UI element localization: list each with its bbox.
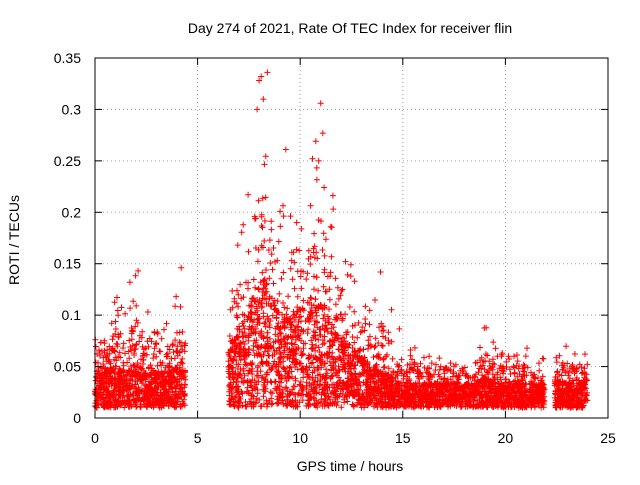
y-tick-label: 0.05	[54, 359, 81, 375]
y-tick-label: 0.3	[62, 101, 82, 117]
data-points	[92, 69, 591, 411]
chart-title: Day 274 of 2021, Rate Of TEC Index for r…	[188, 20, 512, 36]
axis-ticks	[94, 57, 609, 419]
x-tick-label: 15	[395, 430, 411, 446]
plot-frame	[94, 57, 609, 419]
y-tick-label: 0.25	[54, 153, 81, 169]
x-tick-label: 5	[194, 430, 202, 446]
x-tick-label: 0	[91, 430, 99, 446]
y-axis-label: ROTI / TECUs	[6, 195, 22, 285]
y-tick-label: 0.15	[54, 256, 81, 272]
y-tick-label: 0.2	[62, 204, 82, 220]
x-tick-label: 25	[600, 430, 616, 446]
x-axis-label: GPS time / hours	[297, 458, 404, 474]
tick-labels: 0 5 10 15 20 25 0 0.05 0.1 0.15 0.2 0.25 0.3 0.35	[54, 50, 616, 446]
y-tick-label: 0.1	[62, 307, 82, 323]
x-tick-label: 20	[498, 430, 514, 446]
y-tick-label: 0.35	[54, 50, 81, 66]
x-tick-label: 10	[292, 430, 308, 446]
roti-scatter-markers	[92, 69, 591, 411]
y-tick-label: 0	[73, 410, 81, 426]
